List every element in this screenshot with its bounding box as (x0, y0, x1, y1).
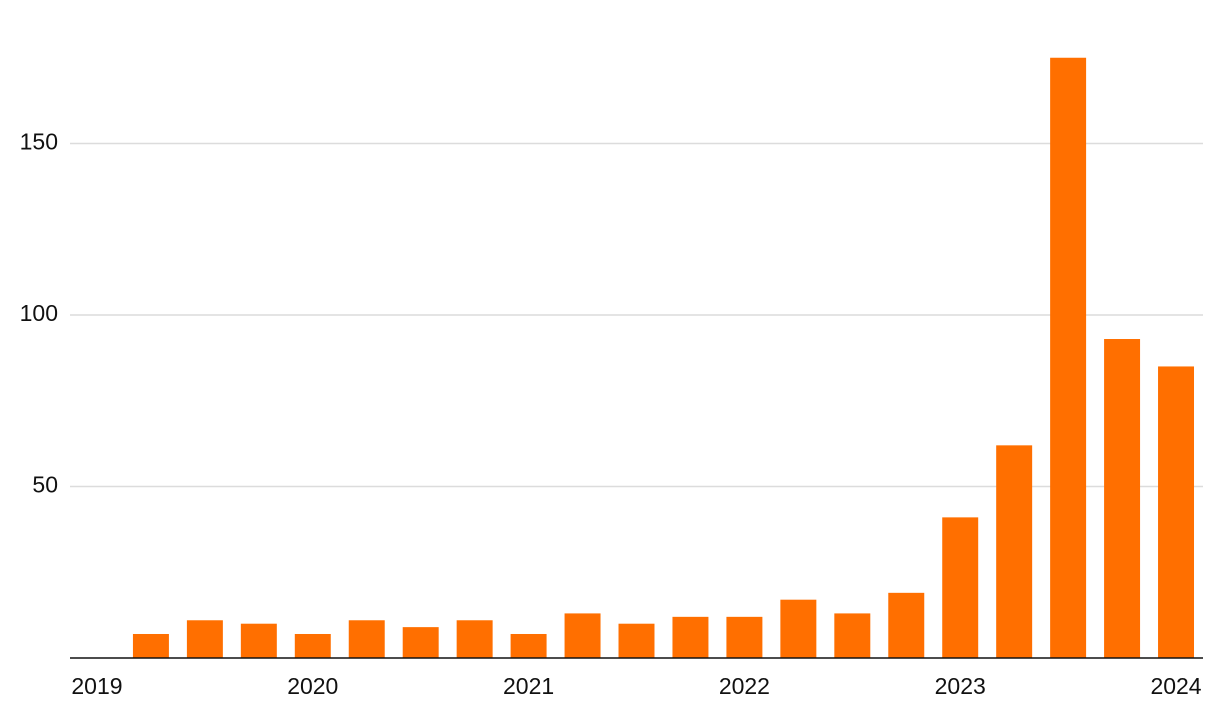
bar (294, 633, 331, 658)
bar (132, 633, 169, 658)
bar (726, 616, 763, 658)
bar (240, 623, 277, 658)
bar (618, 623, 655, 658)
x-tick-label: 2020 (287, 673, 338, 699)
bar (564, 613, 601, 658)
x-tick-label: 2022 (719, 673, 770, 699)
bar (834, 613, 871, 658)
bar (942, 517, 979, 658)
bar (1050, 57, 1087, 658)
x-tick-label: 2021 (503, 673, 554, 699)
y-tick-label: 100 (20, 300, 58, 326)
y-tick-label: 150 (20, 129, 58, 155)
bar (996, 445, 1033, 658)
bar (1104, 339, 1141, 658)
bar (456, 620, 493, 658)
bar (888, 592, 925, 658)
bar (402, 627, 439, 658)
x-tick-label: 2023 (935, 673, 986, 699)
bar (510, 633, 547, 658)
x-tick-label: 2019 (71, 673, 122, 699)
bar (780, 599, 817, 658)
x-tick-label: 2024 (1150, 673, 1201, 699)
y-tick-label: 50 (32, 472, 58, 498)
bar (348, 620, 385, 658)
bar (672, 616, 709, 658)
bar (1158, 366, 1195, 658)
bar (186, 620, 223, 658)
